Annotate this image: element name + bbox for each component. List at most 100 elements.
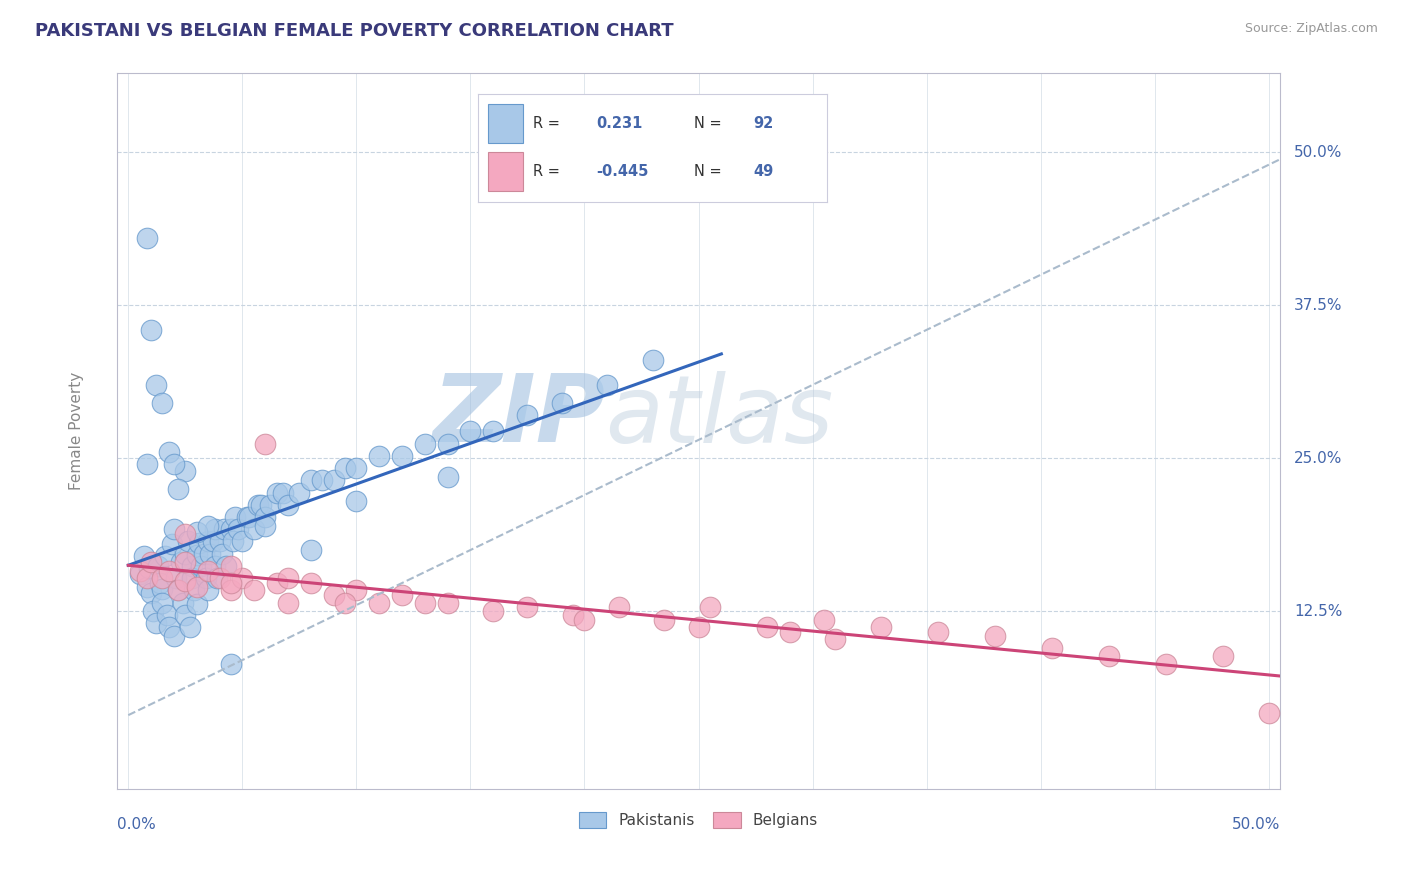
Point: [311, 473, 333, 487]
Point: [174, 574, 197, 588]
Point: [208, 534, 231, 549]
Point: [135, 231, 157, 245]
Point: [146, 558, 169, 573]
Point: [135, 571, 157, 585]
Point: [344, 461, 367, 475]
Point: [219, 583, 242, 598]
Point: [181, 558, 204, 573]
Legend: Pakistanis, Belgians: Pakistanis, Belgians: [572, 806, 824, 835]
Point: [156, 607, 179, 622]
Point: [174, 555, 197, 569]
Point: [756, 620, 779, 634]
Point: [167, 583, 190, 598]
Point: [277, 596, 299, 610]
Point: [138, 561, 160, 575]
Point: [179, 620, 201, 634]
Point: [149, 576, 172, 591]
Point: [212, 522, 235, 536]
Point: [413, 436, 436, 450]
Point: [231, 534, 253, 549]
Point: [1098, 649, 1121, 664]
Point: [322, 473, 344, 487]
Point: [249, 498, 271, 512]
Point: [135, 580, 157, 594]
Point: [152, 596, 174, 610]
Point: [1257, 706, 1279, 720]
Point: [219, 522, 242, 536]
Point: [163, 458, 186, 472]
Point: [259, 498, 281, 512]
Point: [288, 485, 311, 500]
Point: [157, 445, 180, 459]
Point: [204, 558, 226, 573]
Point: [562, 607, 585, 622]
Point: [145, 616, 167, 631]
Point: [197, 534, 219, 549]
Point: [163, 522, 186, 536]
Point: [219, 576, 242, 591]
Text: PAKISTANI VS BELGIAN FEMALE POVERTY CORRELATION CHART: PAKISTANI VS BELGIAN FEMALE POVERTY CORR…: [35, 22, 673, 40]
Text: Female Poverty: Female Poverty: [69, 372, 84, 490]
Point: [436, 596, 458, 610]
Point: [984, 629, 1007, 643]
Point: [1040, 640, 1063, 655]
Point: [273, 485, 295, 500]
Point: [174, 607, 197, 622]
Point: [254, 510, 277, 524]
Text: ZIP: ZIP: [433, 370, 606, 462]
Point: [516, 409, 538, 423]
Point: [174, 527, 197, 541]
Point: [153, 549, 176, 563]
Point: [186, 524, 208, 539]
Point: [927, 624, 949, 639]
Point: [224, 510, 246, 524]
Point: [226, 522, 249, 536]
Point: [197, 564, 219, 578]
Text: 12.5%: 12.5%: [1294, 604, 1343, 619]
Point: [813, 613, 835, 627]
Point: [167, 583, 190, 598]
Point: [254, 436, 277, 450]
Point: [333, 596, 356, 610]
Point: [516, 600, 538, 615]
Point: [186, 597, 208, 611]
Point: [197, 518, 219, 533]
Point: [134, 549, 156, 563]
Point: [219, 657, 242, 671]
Point: [277, 498, 299, 512]
Point: [145, 377, 167, 392]
Text: atlas: atlas: [606, 371, 834, 462]
Point: [165, 571, 187, 585]
Text: 50.0%: 50.0%: [1232, 817, 1281, 832]
Point: [242, 522, 264, 536]
Point: [779, 624, 801, 639]
Point: [193, 547, 215, 561]
Point: [333, 461, 356, 475]
Point: [254, 518, 277, 533]
Point: [236, 510, 259, 524]
Point: [157, 564, 180, 578]
Point: [460, 425, 482, 439]
Point: [482, 425, 505, 439]
Point: [157, 620, 180, 634]
Point: [596, 377, 619, 392]
Point: [152, 571, 174, 585]
Point: [186, 548, 208, 562]
Point: [1212, 649, 1234, 664]
Point: [176, 534, 198, 549]
Text: 25.0%: 25.0%: [1294, 450, 1343, 466]
Point: [163, 629, 186, 643]
Point: [152, 582, 174, 596]
Point: [870, 620, 893, 634]
Text: 37.5%: 37.5%: [1294, 298, 1343, 313]
Point: [211, 547, 233, 561]
Point: [266, 576, 288, 591]
Point: [183, 583, 205, 598]
Point: [170, 555, 193, 569]
Point: [277, 571, 299, 585]
Point: [174, 463, 197, 477]
Text: Source: ZipAtlas.com: Source: ZipAtlas.com: [1244, 22, 1378, 36]
Point: [242, 583, 264, 598]
Point: [688, 620, 710, 634]
Point: [699, 600, 721, 615]
